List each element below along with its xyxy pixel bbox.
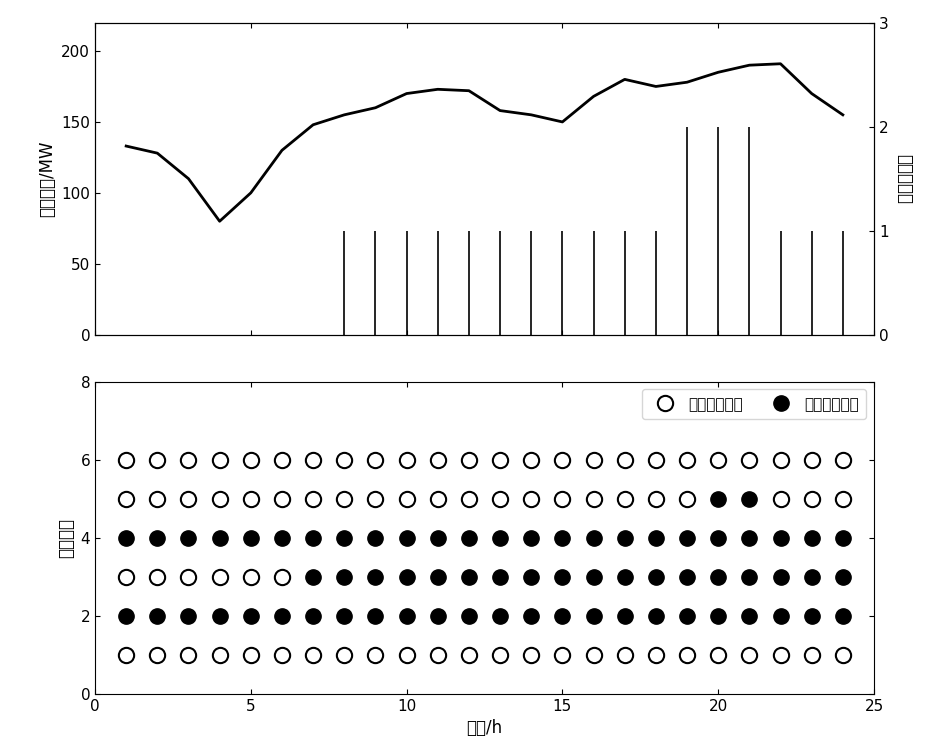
Y-axis label: 超标节点数: 超标节点数 xyxy=(896,154,914,204)
Y-axis label: 系统负荷/MW: 系统负荷/MW xyxy=(38,140,56,217)
Legend: 机组停运状态, 机组投运状态: 机组停运状态, 机组投运状态 xyxy=(642,389,866,419)
X-axis label: 时间/h: 时间/h xyxy=(466,719,503,737)
Y-axis label: 机组编号: 机组编号 xyxy=(57,517,75,558)
